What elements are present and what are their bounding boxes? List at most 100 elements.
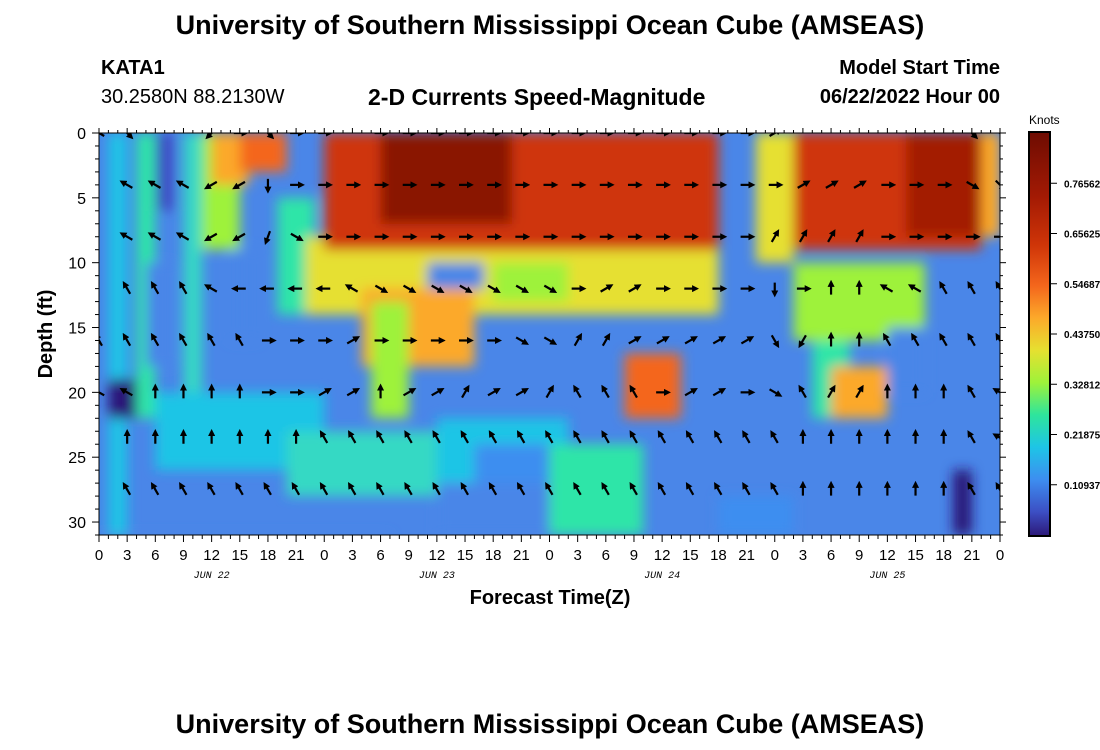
current-arrow xyxy=(994,179,1000,192)
current-arrow xyxy=(797,180,811,189)
x-tick-label: 18 xyxy=(485,547,502,564)
station-coordinates: 30.2580N 88.2130W xyxy=(101,86,285,108)
colorbar-tick-label: 0.65625 xyxy=(1064,230,1100,241)
y-axis-label: Depth (ft) xyxy=(35,290,57,379)
current-arrow xyxy=(461,384,470,399)
current-arrow xyxy=(907,284,922,293)
colorbar-tick-label: 0.54687 xyxy=(1064,280,1100,291)
current-arrow xyxy=(346,387,361,397)
x-tick-label: 12 xyxy=(429,547,446,564)
current-arrow xyxy=(318,387,332,397)
current-arrow xyxy=(232,180,246,190)
date-label: JUN 23 xyxy=(419,571,455,582)
current-arrow xyxy=(656,336,670,345)
current-arrow xyxy=(601,481,610,496)
current-arrow xyxy=(712,387,727,397)
current-arrow xyxy=(879,284,894,293)
current-arrow xyxy=(150,481,160,496)
current-arrow xyxy=(99,133,105,137)
current-arrow xyxy=(266,133,275,140)
current-arrow xyxy=(601,384,610,399)
x-tick-label: 21 xyxy=(288,547,305,564)
current-arrow xyxy=(179,481,188,496)
current-arrow xyxy=(402,387,417,397)
current-arrow xyxy=(432,481,441,496)
current-arrow xyxy=(515,387,529,397)
current-arrow xyxy=(798,229,808,243)
current-arrow xyxy=(995,280,1000,291)
current-arrow xyxy=(263,481,272,496)
current-arrow xyxy=(122,280,132,295)
current-arrow xyxy=(203,284,218,293)
current-arrow xyxy=(147,232,162,241)
current-arrow xyxy=(970,133,979,140)
current-arrow xyxy=(119,387,133,397)
current-arrow xyxy=(376,430,385,444)
current-arrow xyxy=(573,481,582,496)
chart-title: University of Southern Mississippi Ocean… xyxy=(175,10,925,40)
y-tick-label: 5 xyxy=(77,191,86,208)
current-arrow xyxy=(714,481,723,496)
current-arrow xyxy=(431,284,445,294)
current-arrow xyxy=(685,430,695,444)
x-tick-label: 6 xyxy=(151,547,159,564)
current-arrow xyxy=(431,387,445,397)
colorbar: 0.10937 0.21875 0.32812 0.43750 0.54687 0.656… xyxy=(1028,131,1100,537)
current-arrow xyxy=(459,284,473,294)
x-tick-label: 3 xyxy=(799,547,807,564)
current-arrow xyxy=(432,430,441,444)
current-arrow xyxy=(232,232,246,242)
y-tick-label: 25 xyxy=(68,450,86,467)
current-arrow xyxy=(125,133,134,140)
current-arrow xyxy=(742,481,751,496)
current-arrow xyxy=(629,430,638,444)
current-arrow xyxy=(742,430,751,444)
x-tick-label: 9 xyxy=(630,547,638,564)
current-arrow xyxy=(346,336,361,345)
y-tick-label: 10 xyxy=(68,256,86,273)
colorbar-tick-label: 0.76562 xyxy=(1064,179,1100,190)
current-arrow xyxy=(995,332,1000,343)
current-arrow xyxy=(967,280,976,295)
current-arrow xyxy=(573,384,582,399)
current-arrow xyxy=(545,481,554,496)
colorbar-tick-label: 0.21875 xyxy=(1064,431,1100,442)
current-arrow xyxy=(319,430,329,444)
current-arrow xyxy=(119,180,133,189)
current-arrow xyxy=(150,280,160,295)
x-tick-label: 15 xyxy=(457,547,474,564)
current-arrow xyxy=(99,332,103,347)
current-arrow xyxy=(601,332,611,347)
current-arrow xyxy=(207,481,216,496)
date-label: JUN 25 xyxy=(869,571,905,582)
x-tick-label: 15 xyxy=(231,547,248,564)
current-arrow xyxy=(99,387,105,397)
current-arrow xyxy=(740,336,755,345)
current-arrow xyxy=(600,284,614,293)
x-tick-label: 3 xyxy=(573,547,581,564)
current-arrow xyxy=(404,481,413,496)
y-tick-label: 0 xyxy=(77,126,86,143)
current-arrow xyxy=(855,229,864,243)
y-tick-label: 30 xyxy=(68,515,86,532)
current-arrow xyxy=(487,387,501,397)
current-arrow xyxy=(402,284,417,294)
current-arrow xyxy=(203,232,218,242)
current-arrow xyxy=(205,133,214,140)
current-arrow xyxy=(515,284,529,294)
current-arrow xyxy=(770,481,779,496)
current-arrow xyxy=(175,180,190,189)
x-tick-label: 6 xyxy=(376,547,384,564)
current-arrow xyxy=(798,334,807,349)
x-tick-label: 15 xyxy=(907,547,924,564)
current-arrow xyxy=(629,384,638,399)
x-tick-label: 18 xyxy=(260,547,277,564)
current-arrow xyxy=(264,230,272,246)
x-tick-label: 6 xyxy=(827,547,835,564)
current-arrow xyxy=(798,384,807,399)
colorbar-gradient xyxy=(1028,131,1051,537)
current-arrow xyxy=(235,332,244,347)
x-tick-label: 21 xyxy=(738,547,755,564)
current-arrow xyxy=(516,430,526,444)
current-arrow xyxy=(992,387,1000,395)
